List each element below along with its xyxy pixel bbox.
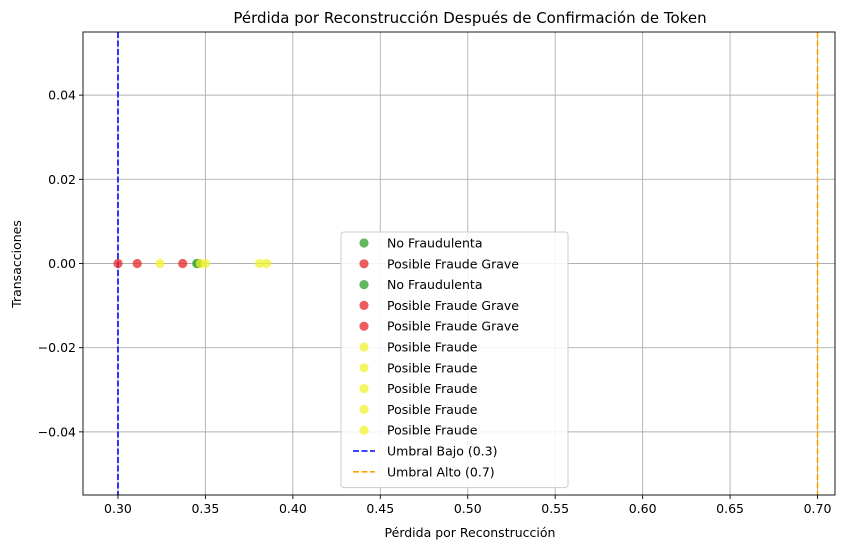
y-tick-label: −0.04 [38, 424, 76, 439]
x-tick-label: 0.70 [804, 501, 832, 516]
legend-label: Posible Fraude Grave [387, 256, 519, 271]
legend-box [340, 231, 569, 489]
legend-marker [359, 280, 369, 290]
legend-label: Posible Fraude [387, 402, 478, 417]
x-tick-label: 0.50 [454, 501, 482, 516]
y-tick-label: 0.00 [48, 256, 76, 271]
x-tick-label: 0.60 [629, 501, 657, 516]
y-tick-label: −0.02 [38, 340, 76, 355]
x-axis-ticks: 0.30 0.35 0.40 0.45 0.50 0.55 0.60 0.65 0.70 [104, 495, 831, 516]
data-point [113, 258, 123, 269]
chart-title: Pérdida por Reconstrucción Después de Co… [233, 9, 706, 27]
legend-marker [359, 321, 369, 331]
data-point [255, 258, 265, 269]
data-point [262, 258, 272, 269]
y-axis-label: Transacciones [9, 220, 24, 309]
x-axis-label: Pérdida por Reconstrucción [385, 525, 556, 540]
legend-label: Posible Fraude Grave [387, 298, 519, 313]
data-point [178, 258, 188, 269]
legend-label: Posible Fraude Grave [387, 319, 519, 334]
legend-label: No Fraudulenta [387, 236, 482, 251]
x-tick-label: 0.55 [541, 501, 569, 516]
legend-marker [359, 342, 369, 352]
y-tick-label: 0.02 [48, 172, 76, 187]
legend-marker [359, 238, 369, 248]
legend-marker [359, 425, 369, 435]
legend-marker [359, 384, 369, 394]
legend-marker [359, 404, 369, 414]
x-tick-label: 0.35 [191, 501, 219, 516]
legend-label: Umbral Alto (0.7) [387, 464, 495, 479]
legend-marker [359, 363, 369, 373]
data-point [200, 258, 211, 269]
legend-label: Posible Fraude [387, 360, 478, 375]
legend: No Fraudulenta Posible Fraude Grave No Fra… [340, 231, 569, 489]
x-tick-label: 0.40 [279, 501, 307, 516]
legend-label: Posible Fraude [387, 381, 478, 396]
legend-label: No Fraudulenta [387, 277, 482, 292]
legend-marker [359, 300, 369, 310]
x-tick-label: 0.65 [716, 501, 744, 516]
data-point [155, 258, 165, 269]
x-tick-label: 0.30 [104, 501, 132, 516]
y-axis-ticks: 0.04 0.02 0.00 −0.02 −0.04 [38, 88, 83, 439]
data-points [113, 258, 272, 269]
y-tick-label: 0.04 [48, 88, 76, 103]
legend-marker [359, 259, 369, 269]
legend-label: Posible Fraude [387, 423, 478, 438]
legend-label: Posible Fraude [387, 340, 478, 355]
data-point [132, 258, 142, 269]
x-tick-label: 0.45 [366, 501, 394, 516]
legend-label: Umbral Bajo (0.3) [387, 444, 497, 459]
